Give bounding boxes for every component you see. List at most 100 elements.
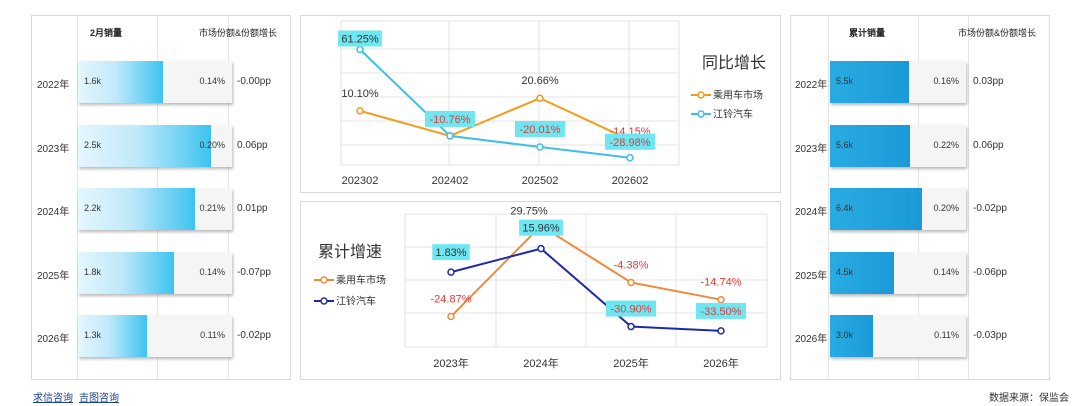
data-label-box bbox=[695, 302, 747, 319]
right-bar-row: 5.6k 0.22% bbox=[830, 124, 966, 167]
jitu-link[interactable]: 吉图咨询 bbox=[79, 393, 119, 404]
data-label-box bbox=[514, 121, 566, 138]
left-sales-bar bbox=[78, 124, 211, 167]
data-label-box bbox=[605, 300, 657, 317]
legend-marker bbox=[697, 91, 705, 99]
yoy-chart-panel: 202302 202402 202502 202602 同比增长 乘用车市场 江铃汽车 10.… bbox=[300, 15, 781, 193]
legend-label: 江铃汽车 bbox=[713, 108, 753, 121]
right-header-sales: 累计销量 bbox=[849, 28, 886, 38]
right-sales-value: 5.5k bbox=[836, 76, 854, 86]
left-sales-value: 1.3k bbox=[84, 330, 102, 340]
legend-marker bbox=[320, 276, 328, 284]
left-share-value: 0.21% bbox=[199, 203, 225, 213]
right-year-label: 2022年 bbox=[795, 80, 828, 91]
right-share-growth: -0.03pp bbox=[973, 330, 1007, 341]
data-point bbox=[537, 244, 545, 253]
right-sales-bar bbox=[830, 61, 909, 103]
right-share-value: 0.20% bbox=[933, 203, 959, 213]
right-bar-row: 3.0k 0.11% bbox=[830, 315, 966, 357]
data-label: -20.01% bbox=[520, 124, 561, 136]
data-label-box bbox=[519, 219, 563, 236]
left-sales-value: 2.2k bbox=[84, 203, 102, 213]
data-point bbox=[717, 295, 725, 304]
right-sales-bar bbox=[830, 124, 911, 167]
series-line-1 bbox=[359, 48, 631, 159]
data-label: 20.66% bbox=[521, 75, 559, 87]
left-bar-row: 2.5k 0.20% bbox=[78, 124, 232, 167]
series-line-0 bbox=[450, 224, 722, 318]
left-bar-row: 1.6k 0.14% bbox=[78, 61, 232, 103]
left-bar-row: 2.2k 0.21% bbox=[78, 188, 232, 230]
data-point bbox=[626, 154, 634, 162]
left-share-value: 0.14% bbox=[199, 76, 225, 86]
left-year-label: 2023年 bbox=[37, 143, 70, 155]
data-point bbox=[717, 327, 725, 335]
data-label: -33.50% bbox=[701, 306, 742, 318]
left-year-label: 2025年 bbox=[37, 270, 70, 282]
data-point bbox=[356, 107, 364, 115]
data-label: 29.75% bbox=[510, 206, 548, 218]
data-point bbox=[536, 143, 544, 151]
right-bar-row: 4.5k 0.14% bbox=[830, 251, 966, 294]
data-label: -14.74% bbox=[701, 277, 742, 289]
data-label: -28.98% bbox=[610, 137, 651, 149]
left-share-growth: -0.07pp bbox=[237, 266, 271, 278]
data-label: 15.96% bbox=[522, 223, 560, 235]
right-share-value: 0.14% bbox=[933, 266, 959, 277]
right-sales-bar bbox=[830, 315, 873, 357]
left-bar-row: 1.3k 0.11% bbox=[78, 315, 232, 357]
data-point bbox=[447, 312, 455, 321]
data-label: -30.90% bbox=[611, 304, 652, 316]
right-sales-value: 5.6k bbox=[836, 139, 854, 150]
left-sales-bar bbox=[78, 315, 148, 357]
x-tick-label: 2024年 bbox=[523, 356, 558, 370]
x-tick-label: 202302 bbox=[342, 175, 379, 187]
right-share-value: 0.16% bbox=[933, 76, 959, 86]
left-header-sales: 2月销量 bbox=[90, 28, 123, 38]
data-point bbox=[356, 45, 364, 54]
right-share-value: 0.11% bbox=[934, 330, 959, 340]
right-sales-value: 4.5k bbox=[836, 266, 854, 277]
data-point bbox=[627, 322, 635, 331]
chart-title: 累计增速 bbox=[318, 243, 382, 261]
data-point bbox=[627, 278, 635, 287]
legend-label: 乘用车市场 bbox=[713, 89, 763, 102]
left-sales-panel: 2月销量 市场份额&份额增长 2022年 1.6k 0.14% -0.00pp 2023… bbox=[31, 15, 291, 380]
x-tick-label: 2023年 bbox=[433, 356, 468, 370]
qiuxin-link[interactable]: 求信咨询 bbox=[33, 393, 73, 404]
left-share-growth: 0.06pp bbox=[237, 139, 268, 151]
data-point bbox=[447, 268, 455, 276]
data-source: 数据来源：保监会 bbox=[989, 393, 1069, 404]
left-sales-value: 1.6k bbox=[84, 76, 102, 86]
left-sales-bar bbox=[78, 188, 195, 230]
series-line-1 bbox=[450, 247, 722, 332]
x-tick-label: 2026年 bbox=[703, 356, 738, 370]
right-sales-value: 6.4k bbox=[836, 203, 854, 213]
data-label: 1.83% bbox=[435, 247, 466, 259]
right-year-label: 2026年 bbox=[795, 334, 828, 345]
right-year-label: 2024年 bbox=[795, 207, 828, 218]
x-tick-label: 202502 bbox=[522, 175, 559, 187]
legend-marker bbox=[320, 297, 328, 305]
right-share-growth: -0.02pp bbox=[973, 203, 1007, 214]
x-tick-label: 202602 bbox=[612, 175, 649, 187]
left-header-share: 市场份额&份额增长 bbox=[199, 28, 278, 38]
left-sales-value: 1.8k bbox=[84, 266, 102, 277]
data-label-box bbox=[424, 110, 476, 127]
left-bar-row: 1.8k 0.14% bbox=[78, 251, 232, 294]
left-share-value: 0.14% bbox=[199, 266, 225, 277]
right-share-growth: -0.06pp bbox=[973, 266, 1007, 278]
right-bar-row: 5.5k 0.16% bbox=[830, 61, 966, 103]
right-share-growth: 0.06pp bbox=[973, 139, 1004, 151]
left-sales-value: 2.5k bbox=[84, 139, 102, 150]
data-point bbox=[536, 94, 544, 102]
left-sales-bar bbox=[78, 61, 163, 103]
footer-links: 求信咨询 吉图咨询 bbox=[33, 389, 125, 404]
left-year-label: 2026年 bbox=[37, 334, 70, 345]
data-label: -10.76% bbox=[430, 114, 471, 126]
series-line-0 bbox=[359, 97, 631, 141]
right-sales-value: 3.0k bbox=[836, 330, 854, 340]
data-label-box bbox=[604, 133, 656, 150]
